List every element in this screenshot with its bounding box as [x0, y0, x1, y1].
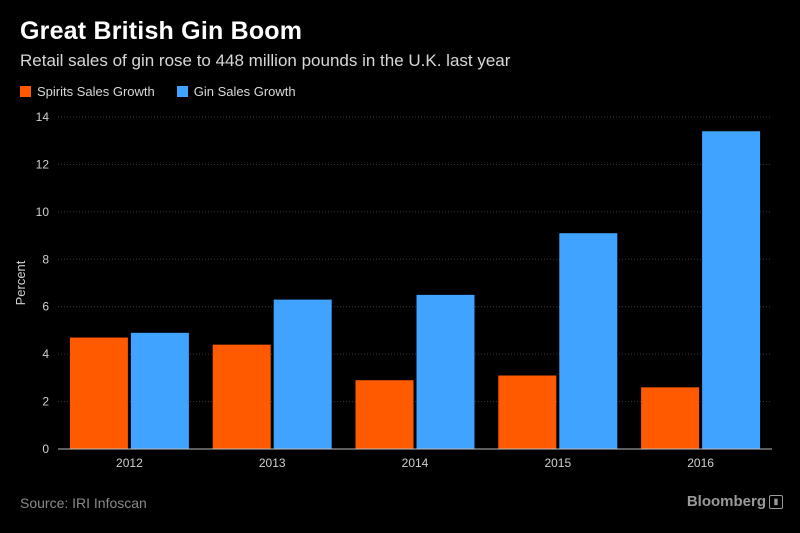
x-tick-label: 2016	[687, 456, 714, 470]
legend-item-spirits: Spirits Sales Growth	[20, 84, 155, 99]
bar-gin-2013	[273, 299, 332, 449]
x-tick-label: 2015	[544, 456, 571, 470]
y-tick-label: 10	[36, 205, 50, 219]
y-tick-label: 6	[42, 300, 49, 314]
bar-spirits-2016	[641, 387, 700, 449]
chart-title: Great British Gin Boom	[20, 17, 303, 45]
bloomberg-logo-icon: ▮	[769, 494, 783, 509]
bar-spirits-2012	[69, 337, 128, 449]
y-axis-label: Percent	[13, 260, 28, 305]
legend-swatch-spirits	[20, 85, 31, 97]
source-note: Source: IRI Infoscan	[20, 495, 147, 511]
legend-swatch-gin	[176, 85, 188, 97]
bar-gin-2015	[559, 233, 618, 449]
legend-label-gin: Gin Sales Growth	[193, 83, 296, 99]
brand-name: Bloomberg	[686, 493, 766, 510]
x-tick-label: 2013	[259, 456, 286, 470]
bar-gin-2012	[130, 332, 189, 449]
bar-spirits-2015	[498, 375, 557, 449]
y-tick-label: 14	[36, 110, 50, 124]
bar-spirits-2014	[355, 380, 414, 449]
chart-legend: Spirits Sales Growth Gin Sales Growth	[20, 82, 318, 100]
y-tick-label: 4	[42, 347, 49, 361]
bar-gin-2016	[702, 131, 761, 449]
y-tick-label: 2	[42, 395, 49, 409]
y-tick-label: 12	[36, 157, 50, 171]
brand-logo: Bloomberg ▮	[687, 493, 783, 510]
legend-label-spirits: Spirits Sales Growth	[37, 83, 155, 99]
bar-spirits-2013	[212, 344, 271, 449]
legend-item-gin: Gin Sales Growth	[176, 83, 296, 99]
bar-gin-2014	[416, 294, 475, 449]
y-tick-label: 0	[42, 442, 49, 456]
y-tick-label: 8	[42, 252, 49, 266]
x-tick-label: 2014	[402, 456, 429, 470]
x-tick-label: 2012	[116, 456, 143, 470]
chart-subtitle: Retail sales of gin rose to 448 million …	[20, 51, 511, 70]
